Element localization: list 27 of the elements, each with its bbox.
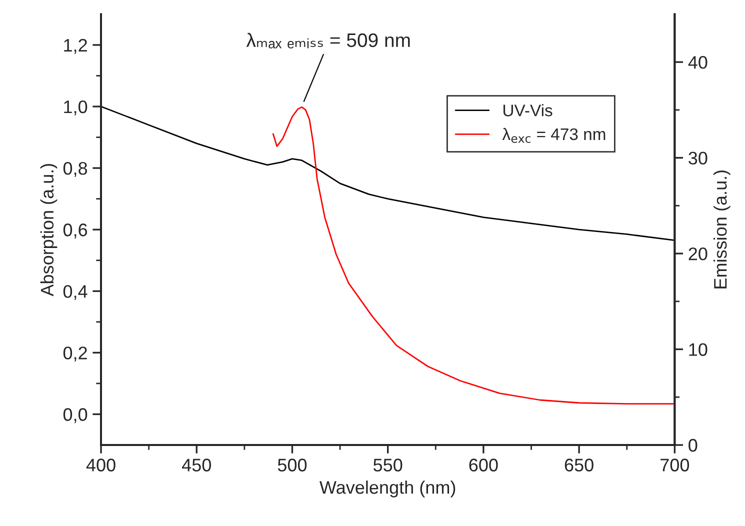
x-tick-label: 600 [469, 458, 498, 472]
legend-label: λ$_{exc}$ = 473 nm [502, 128, 606, 143]
x-axis-title: Wavelength (nm) [320, 480, 456, 498]
x-tick-label: 650 [564, 458, 594, 472]
y-tick-label: 0,0 [63, 408, 88, 424]
x-tick-label: 450 [182, 458, 211, 472]
x-tick-label: 550 [374, 458, 402, 472]
line-series [101, 106, 675, 242]
x-tick-label: 400 [86, 458, 116, 472]
y2-tick-label: 30 [688, 152, 708, 165]
y-tick-label: 0,6 [63, 224, 88, 238]
x-tick-label: 500 [278, 458, 307, 472]
y2-tick-label: 20 [688, 247, 708, 260]
y-tick-label: 0,8 [63, 162, 88, 177]
y2-axis-title: Emission (a.u.) [714, 170, 730, 288]
annotation: λₘₐₓ ₑₘᵢₛₛ = 509 nm [246, 32, 410, 48]
y2-tick-label: 10 [689, 343, 708, 356]
y-tick-label: 1,2 [64, 38, 87, 54]
y-tick-label: 0,2 [63, 346, 87, 362]
y-axis-title: Absorption (a.u.) [40, 164, 58, 296]
y2-tick-label: 0 [688, 438, 698, 452]
x-tick-label: 700 [660, 458, 690, 472]
line-series [272, 106, 675, 405]
y-tick-label: 1,0 [64, 100, 88, 116]
y2-tick-label: 40 [688, 56, 708, 69]
y-tick-label: 0,4 [63, 285, 88, 300]
legend-label: UV-Vis [503, 104, 552, 116]
